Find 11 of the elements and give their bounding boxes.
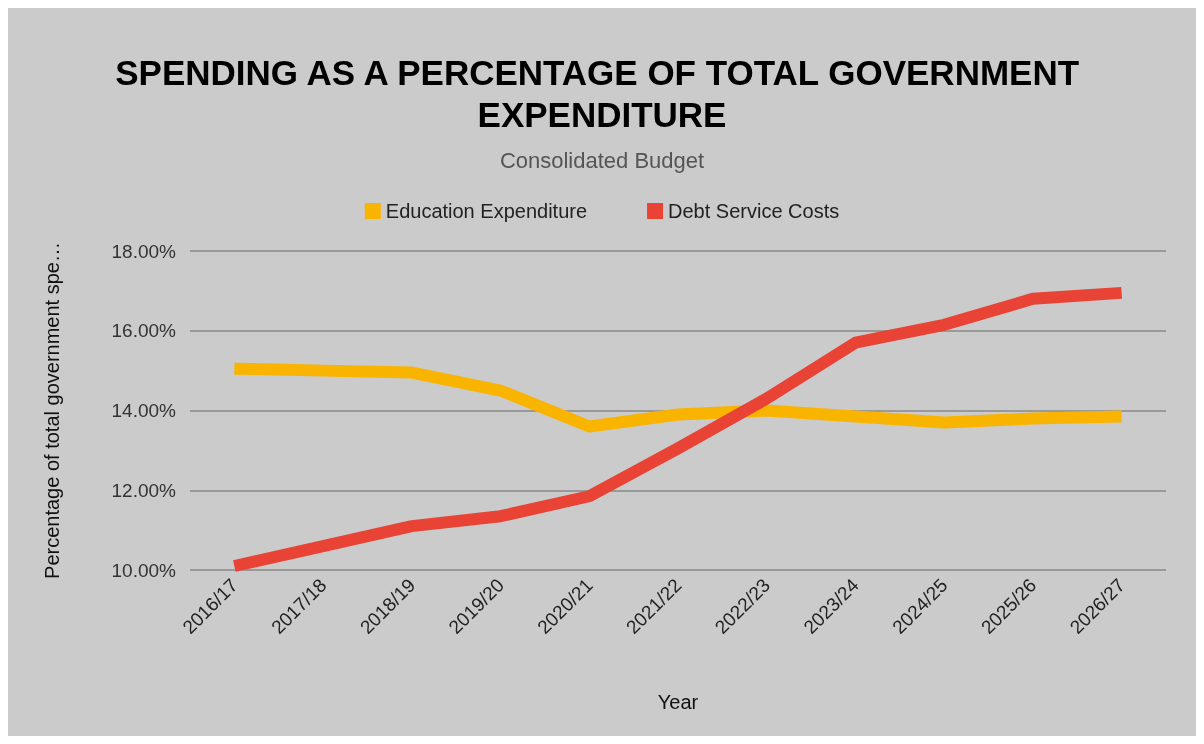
y-tick-label: 12.00% <box>111 479 177 501</box>
legend-label: Debt Service Costs <box>668 200 840 222</box>
y-axis-title: Percentage of total government spe… <box>41 242 63 579</box>
chart-title: SPENDING AS A PERCENTAGE OF TOTAL GOVERNMENT EXPENDITURE <box>115 52 1089 134</box>
y-tick-label: 16.00% <box>111 320 177 342</box>
x-axis-title: Year <box>657 691 699 713</box>
y-tick-label: 10.00% <box>111 559 177 581</box>
legend-label: Education Expenditure <box>385 200 588 222</box>
y-tick-label: 14.00% <box>111 400 177 421</box>
y-tick-label: 18.00% <box>111 240 177 262</box>
chart-subtitle: Consolidated Budget <box>499 147 705 173</box>
